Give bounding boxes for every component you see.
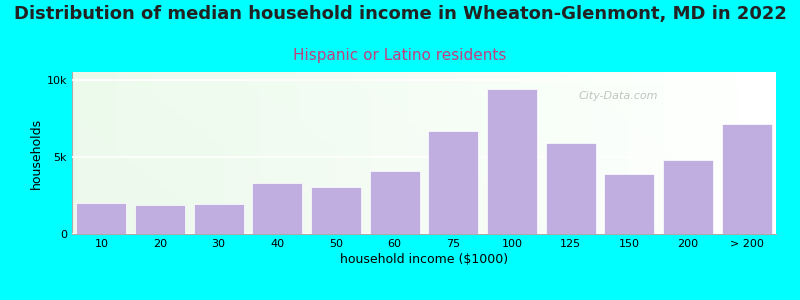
Bar (605, 174, 654, 234)
Y-axis label: households: households (30, 117, 42, 189)
Bar (194, 204, 243, 234)
Bar (135, 206, 185, 234)
Bar (663, 160, 713, 234)
Bar (429, 130, 478, 234)
Bar (370, 171, 419, 234)
Bar (546, 143, 595, 234)
Bar (77, 203, 126, 234)
Bar (722, 124, 771, 234)
X-axis label: household income ($1000): household income ($1000) (340, 253, 508, 266)
Bar (253, 183, 302, 234)
Bar (487, 89, 537, 234)
Text: City-Data.com: City-Data.com (579, 92, 658, 101)
Text: Hispanic or Latino residents: Hispanic or Latino residents (294, 48, 506, 63)
Text: Distribution of median household income in Wheaton-Glenmont, MD in 2022: Distribution of median household income … (14, 4, 786, 22)
Bar (311, 187, 361, 234)
